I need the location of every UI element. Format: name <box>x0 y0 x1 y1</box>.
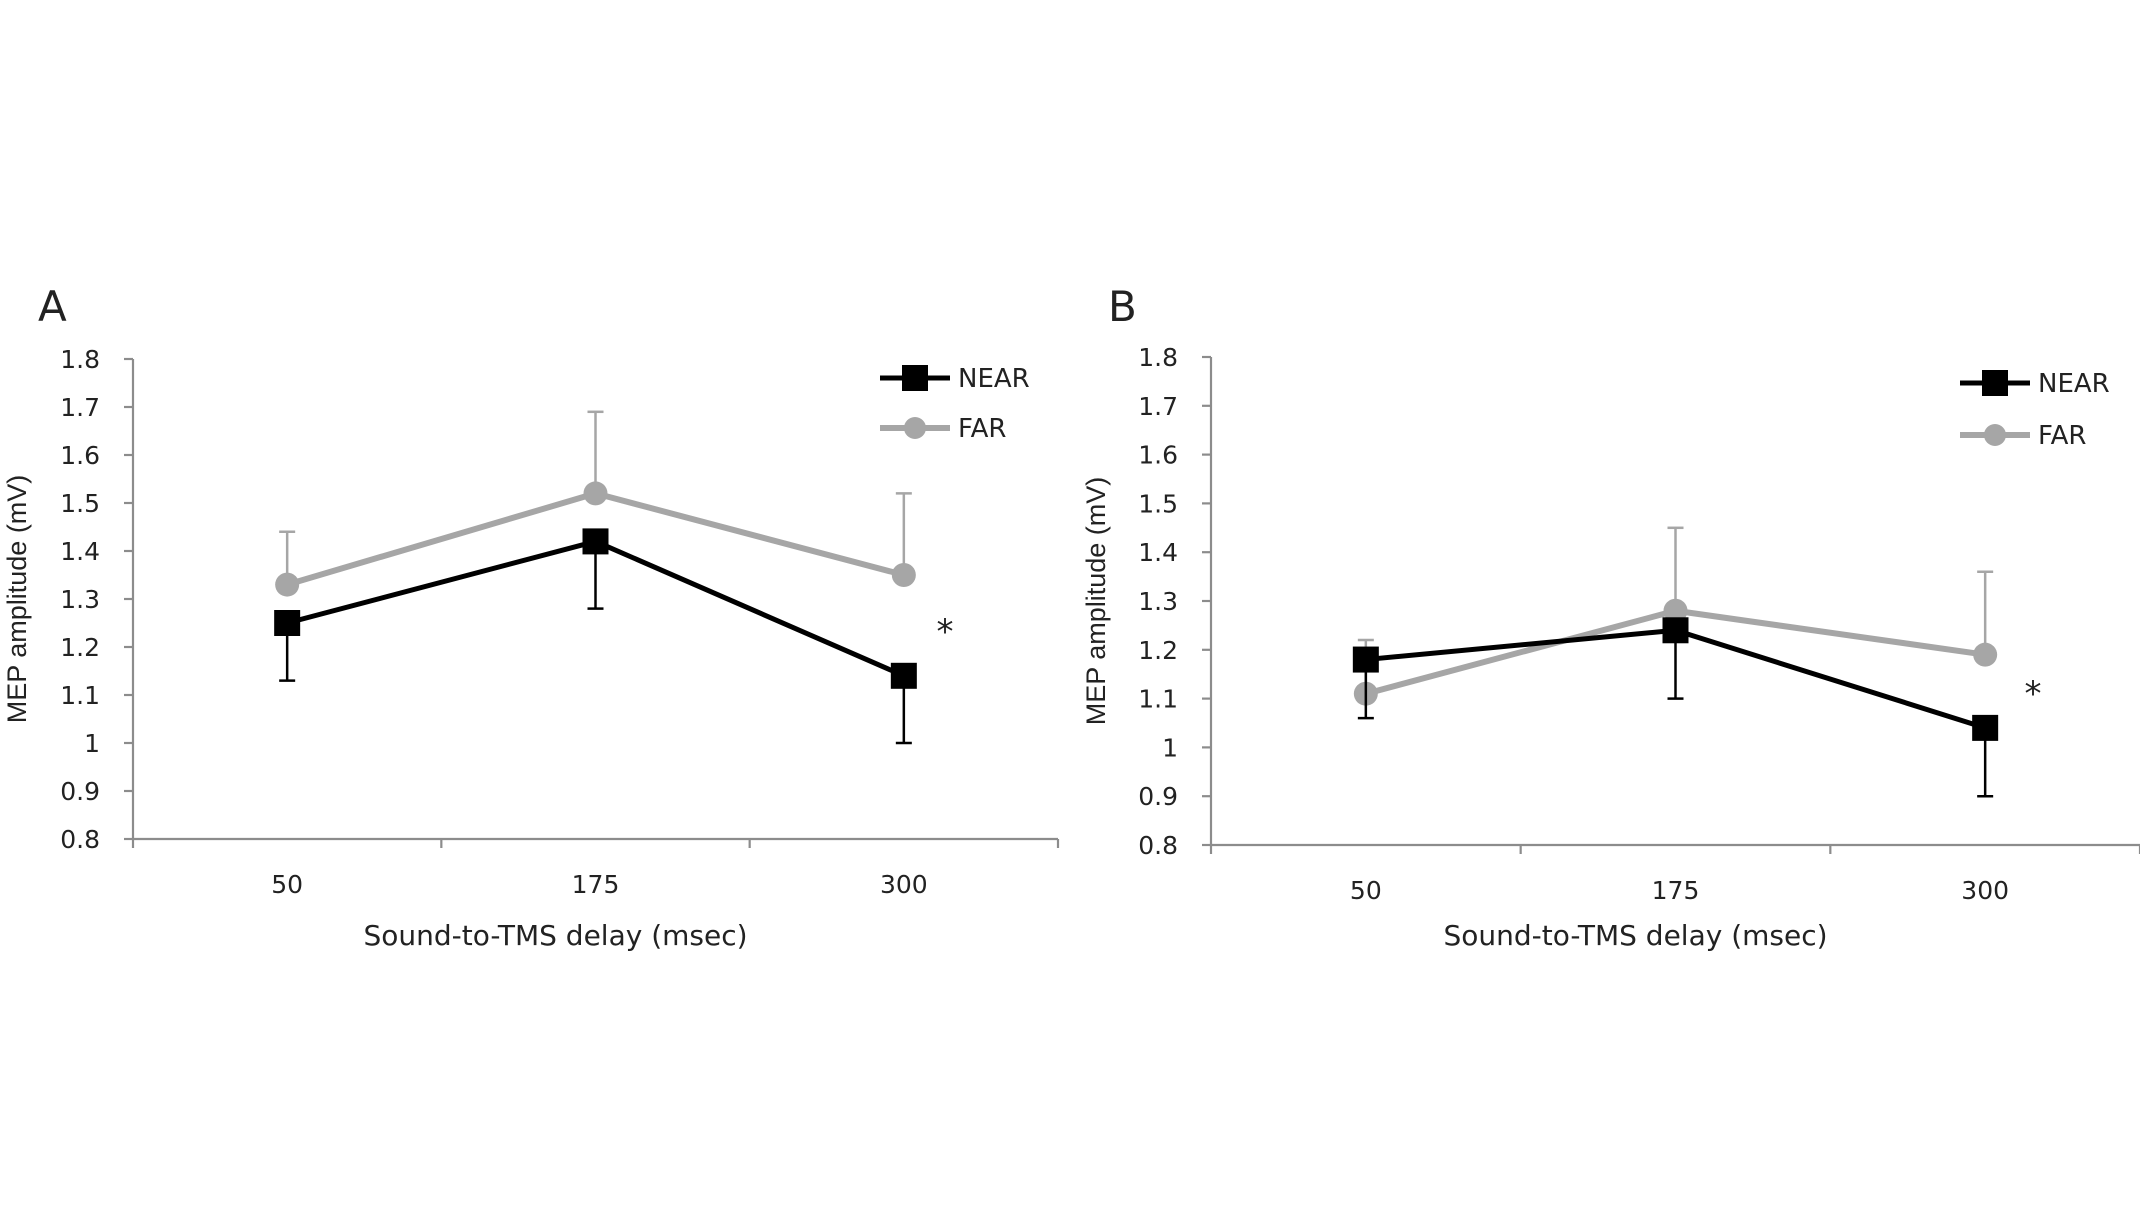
y-tick-label: 1.6 <box>60 441 100 470</box>
y-tick-label: 1 <box>1162 733 1178 762</box>
data-point-far <box>1663 598 1688 623</box>
y-tick-label: 1.3 <box>60 585 100 614</box>
legend-label-far: FAR <box>958 414 1006 444</box>
y-axis-label: MEP amplitude (mV) <box>1081 477 1111 726</box>
data-point-far <box>1973 642 1998 667</box>
data-point-far <box>275 572 300 597</box>
panel-letter: B <box>1108 282 1137 331</box>
data-point-near <box>1662 617 1689 644</box>
y-tick-label: 0.8 <box>60 825 100 854</box>
x-axis-label: Sound-to-TMS delay (msec) <box>1443 919 1827 952</box>
y-tick-label: 1.7 <box>1138 392 1178 421</box>
panel-b-chart: B 0.8 0.9 1 1.1 1.2 1.3 1.4 1.5 1.6 1.7 1.8 50 175 300… <box>1081 282 2140 952</box>
legend-label-near: NEAR <box>2038 369 2110 399</box>
y-tick-label: 1.4 <box>60 537 100 566</box>
x-tick-label: 300 <box>1961 876 2009 905</box>
y-tick-label: 1.1 <box>1138 685 1178 714</box>
x-tick-label: 175 <box>1652 876 1700 905</box>
legend-marker-near <box>902 365 928 391</box>
data-point-near <box>890 662 917 689</box>
y-tick-label: 1.7 <box>60 393 100 422</box>
x-axis-label: Sound-to-TMS delay (msec) <box>363 919 747 952</box>
data-point-near <box>274 610 301 636</box>
data-point-far <box>891 563 916 587</box>
significance-marker: * <box>937 612 954 652</box>
y-tick-label: 1.6 <box>1138 441 1178 470</box>
y-tick-label: 1.5 <box>60 489 100 518</box>
data-point-near <box>1352 646 1379 673</box>
y-tick-label: 1.8 <box>60 345 100 374</box>
data-point-far <box>583 481 608 506</box>
legend-marker-far <box>904 417 926 439</box>
y-tick-label: 1.1 <box>60 681 100 710</box>
y-axis-label: MEP amplitude (mV) <box>2 475 32 724</box>
y-tick-label: 1.2 <box>60 633 100 662</box>
y-tick-label: 1.8 <box>1138 343 1178 372</box>
y-tick-label: 1.3 <box>1138 587 1178 616</box>
y-tick-label: 0.8 <box>1138 831 1178 860</box>
legend-label-near: NEAR <box>958 364 1030 394</box>
y-tick-label: 0.9 <box>60 777 100 806</box>
significance-marker: * <box>2025 674 2042 714</box>
legend-marker-near <box>1982 370 2008 396</box>
legend-marker-far <box>1984 424 2006 446</box>
y-tick-label: 1.4 <box>1138 538 1178 567</box>
y-tick-label: 1 <box>84 729 100 758</box>
y-tick-label: 1.5 <box>1138 489 1178 518</box>
x-tick-label: 50 <box>271 870 303 899</box>
y-tick-label: 1.2 <box>1138 636 1178 665</box>
y-tick-label: 0.9 <box>1138 782 1178 811</box>
data-point-near <box>582 528 609 555</box>
legend-label-far: FAR <box>2038 421 2086 451</box>
x-tick-label: 300 <box>880 870 928 899</box>
panel-letter: A <box>38 282 67 331</box>
x-tick-label: 175 <box>572 870 620 899</box>
panel-a-chart: A 0.8 0.9 1 1.1 1.2 1.3 1.4 1.5 1.6 1.7 1.8 50 175 300… <box>2 282 1060 952</box>
data-point-near <box>1972 714 1999 741</box>
x-tick-label: 50 <box>1350 876 1382 905</box>
